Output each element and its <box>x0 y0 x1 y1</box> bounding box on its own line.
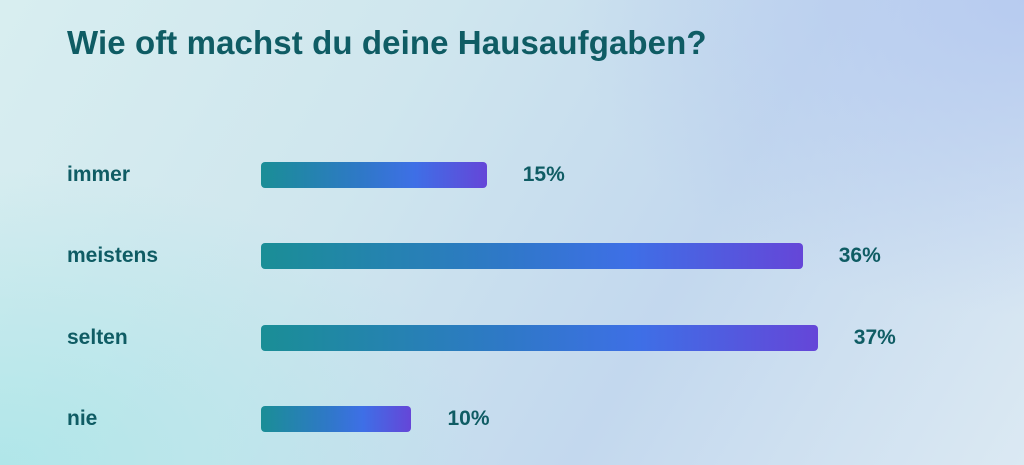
bar-track: 15% <box>261 162 878 188</box>
bar-track: 10% <box>261 406 878 432</box>
value-label: 10% <box>447 407 490 430</box>
bar <box>261 243 803 269</box>
bar-track: 37% <box>261 325 896 351</box>
bar <box>261 325 818 351</box>
value-label: 15% <box>522 163 565 186</box>
bar-row-immer: immer 15% <box>0 161 1024 189</box>
bar-row-meistens: meistens 36% <box>0 242 1024 270</box>
chart-title: Wie oft machst du deine Hausaufgaben? <box>67 24 707 61</box>
category-label: meistens <box>67 244 159 267</box>
bar-row-selten: selten 37% <box>0 324 1024 352</box>
value-label: 37% <box>853 326 896 349</box>
bar <box>261 406 412 432</box>
bar <box>261 162 487 188</box>
value-label: 36% <box>838 244 881 267</box>
category-label: immer <box>67 163 131 186</box>
category-label: nie <box>67 407 98 430</box>
bar-track: 36% <box>261 243 881 269</box>
category-label: selten <box>67 326 128 349</box>
bar-row-nie: nie 10% <box>0 405 1024 433</box>
